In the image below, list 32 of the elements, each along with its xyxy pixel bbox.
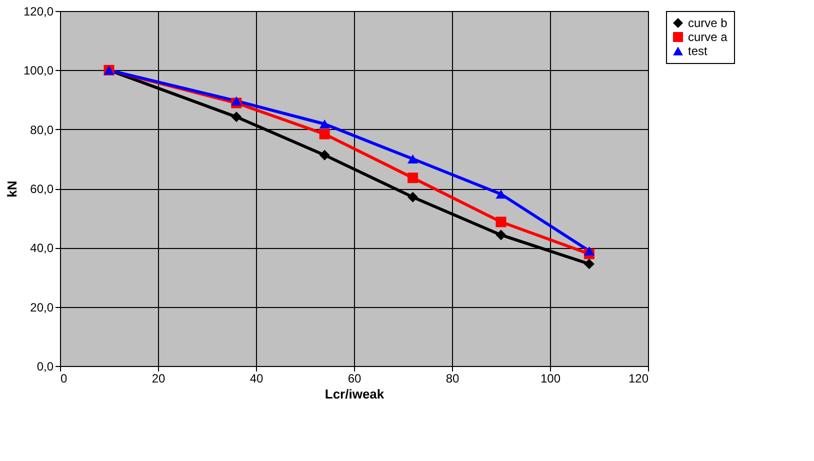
x-tick-label: 100	[540, 372, 561, 386]
x-tick-label: 0	[60, 372, 68, 386]
point	[319, 119, 330, 129]
y-tick-label: 80,0	[30, 122, 54, 137]
point	[584, 258, 594, 270]
point	[584, 246, 594, 256]
x-tick-label: 80	[446, 372, 460, 386]
point	[496, 216, 506, 228]
x-axis-title: Lcr/iweak	[324, 386, 385, 402]
y-tick-label: 60,0	[30, 182, 54, 196]
x-tick-label: 60	[348, 372, 362, 386]
y-tick-label: 120,0	[23, 4, 54, 18]
point	[496, 190, 506, 199]
point	[408, 172, 418, 184]
y-tick-label: 40,0	[30, 241, 54, 256]
x-tick-label: 20	[152, 372, 166, 386]
y-tick-label: 20,0	[30, 300, 54, 314]
legend-label: curve a	[688, 30, 728, 44]
point	[319, 150, 330, 160]
legend-label: curve b	[688, 16, 728, 30]
legend-label: test	[688, 44, 708, 58]
point	[408, 154, 418, 164]
y-tick-label: 100,0	[23, 64, 54, 78]
point	[408, 192, 418, 202]
point	[231, 112, 242, 122]
point	[496, 230, 506, 240]
x-tick-label: 40	[250, 372, 264, 386]
y-tick-label: 0,0	[36, 360, 54, 374]
y-axis-title: kN	[4, 180, 20, 198]
x-tick-label: 120	[628, 372, 649, 386]
point	[319, 128, 330, 140]
point	[231, 96, 242, 106]
